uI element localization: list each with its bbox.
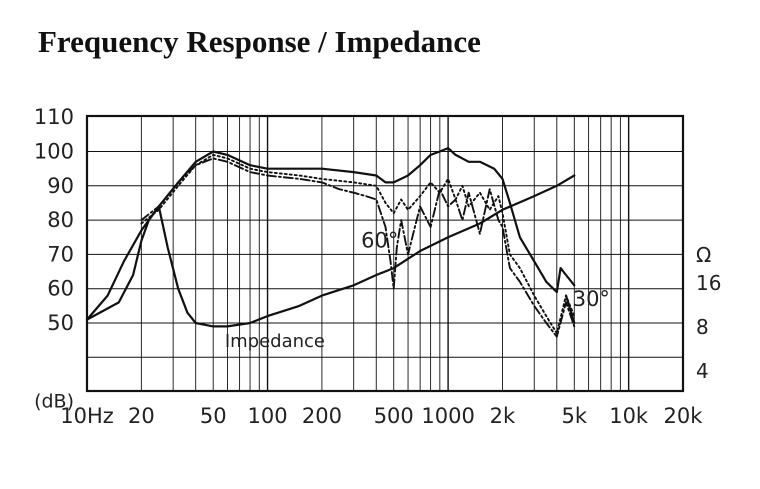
curve-annotation: Impedance <box>225 331 325 352</box>
y-tick-label: 50 <box>47 311 74 335</box>
x-tick-label: 200 <box>302 404 342 428</box>
y-tick-label: 80 <box>47 208 74 232</box>
y-tick-label: 70 <box>47 242 74 266</box>
x-tick-label: 1000 <box>421 404 474 428</box>
right-axis-tick-label: 16 <box>696 271 721 295</box>
series-line-2 <box>140 153 576 335</box>
x-tick-label: 5k <box>562 404 588 428</box>
x-tick-label: 500 <box>374 404 414 428</box>
series-line-3 <box>140 157 576 338</box>
series-line-5 <box>85 174 576 328</box>
x-tick-label: 2k <box>490 404 516 428</box>
tick-labels: 10Hz 20 50 100 200 500 1000 2k 5k 10k 20k 110 100 90 8… <box>34 105 722 428</box>
x-tick-label: 20k <box>664 404 704 428</box>
x-tick-label: 20 <box>128 404 155 428</box>
x-tick-label: 10k <box>609 404 649 428</box>
curve-annotation: 60° <box>361 229 398 253</box>
right-axis-tick-label: 8 <box>696 315 709 339</box>
y-tick-label: 60 <box>47 277 74 301</box>
series-line-1 <box>85 147 576 321</box>
right-axis-tick-label: 4 <box>696 359 709 383</box>
y-tick-label: 110 <box>34 105 74 129</box>
y-unit-label: (dB) <box>34 391 74 413</box>
grid <box>87 116 683 391</box>
curve-annotation: 30° <box>573 287 610 311</box>
x-tick-label: 100 <box>248 404 288 428</box>
series-group <box>85 147 576 338</box>
plot-frame <box>85 114 685 393</box>
right-axis-unit: Ω <box>696 243 711 267</box>
chart-title: Frequency Response / Impedance <box>38 24 481 59</box>
x-tick-label: 10Hz <box>60 404 114 428</box>
x-tick-label: 50 <box>200 404 227 428</box>
y-tick-label: 100 <box>34 140 74 164</box>
series-line-4 <box>564 294 576 325</box>
y-tick-label: 90 <box>47 174 74 198</box>
